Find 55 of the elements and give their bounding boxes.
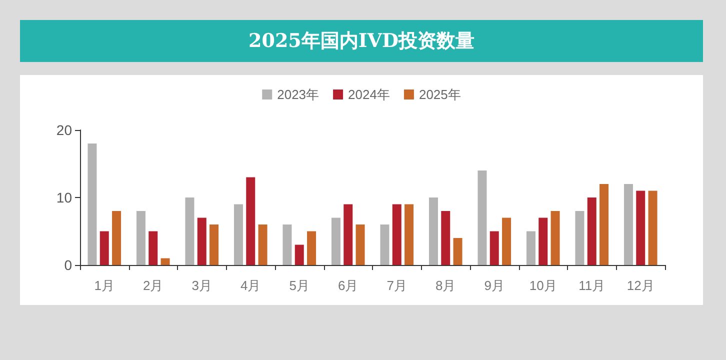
bar [538,218,548,265]
bar [380,224,390,265]
bar [356,224,365,265]
y-tick-label: 10 [56,190,72,206]
bar [478,170,487,265]
bar [282,224,292,265]
x-tick-label: 5月 [289,278,310,293]
x-tick-label: 8月 [436,278,456,293]
bar [453,238,462,265]
bar [392,204,402,265]
bar [160,258,170,265]
bar [331,218,340,265]
chart-title: 2025年国内IVD投资数量 [20,20,703,62]
bar [234,204,243,265]
bar [636,190,646,265]
bar [100,231,109,265]
bar [490,231,499,265]
x-tick-label: 7月 [386,278,407,293]
bar [550,211,560,265]
bar [648,190,658,265]
bar [404,204,414,265]
bar [428,198,438,265]
bar [502,218,512,265]
x-tick-label: 10月 [529,278,557,293]
bar [441,211,450,265]
bar [88,144,97,265]
bar [526,231,536,265]
x-tick-label: 3月 [192,278,212,293]
y-tick-label: 0 [64,257,72,273]
bar [148,231,158,265]
x-tick-label: 11月 [578,278,606,293]
bar [307,231,316,265]
legend-label: 2025年 [418,87,461,102]
bar [112,211,122,265]
bar [185,198,194,265]
bar [246,177,256,265]
bar [294,244,304,265]
legend-label: 2023年 [277,87,320,102]
bar [258,224,268,265]
x-tick-label: 2月 [143,278,164,293]
bar [136,211,146,265]
bar [600,184,609,265]
bar [575,211,584,265]
x-tick-label: 12月 [626,278,654,293]
bar [197,218,206,265]
bar [587,198,596,265]
bar [344,204,353,265]
x-tick-label: 6月 [338,278,358,293]
legend-label: 2024年 [348,87,390,102]
y-tick-label: 20 [56,122,72,138]
x-tick-label: 1月 [94,278,114,293]
bar [210,224,219,265]
x-tick-label: 9月 [484,278,504,293]
bar [624,184,633,265]
x-tick-label: 4月 [240,278,261,293]
